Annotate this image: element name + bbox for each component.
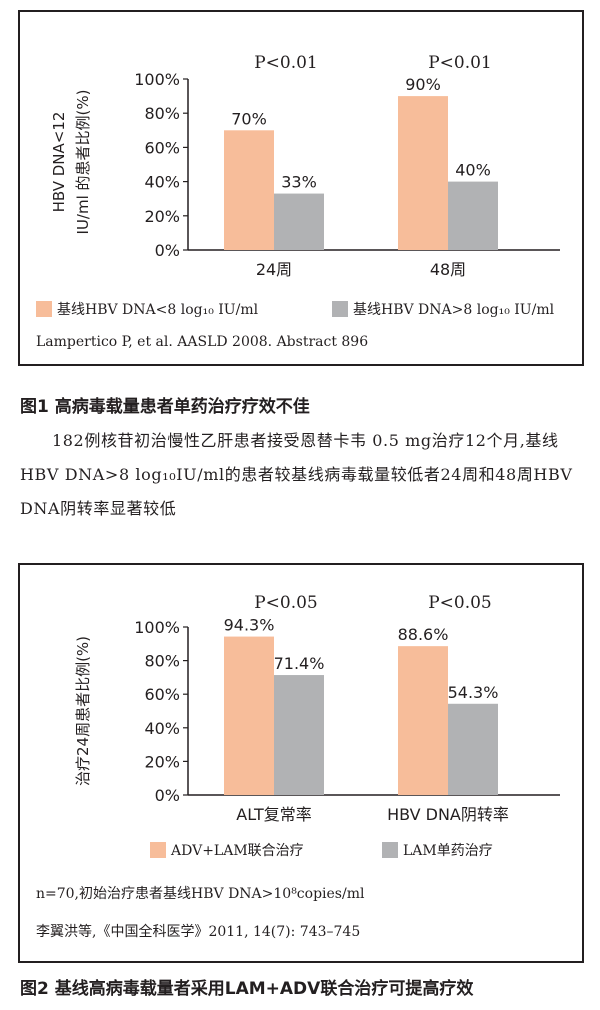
y-tick-label: 40% — [144, 719, 180, 738]
figure2-title: 图2 基线高病毒载量者采用LAM+ADV联合治疗可提高疗效 — [20, 979, 474, 999]
figure2-legend-item-b: LAM单药治疗 — [382, 840, 493, 860]
y-axis-label: IU/ml 的患者比例(%) — [74, 90, 92, 235]
significance-annotation: P<0.05 — [254, 593, 318, 613]
legend-label: 基线HBV DNA>8 log₁₀ IU/ml — [353, 302, 555, 318]
y-tick-label: 80% — [144, 104, 180, 123]
figure1-caption: 182例核苷初治慢性乙肝患者接受恩替卡韦 0.5 mg治疗12个月,基线HBV … — [20, 431, 573, 518]
bar — [398, 96, 448, 250]
bar — [274, 193, 324, 250]
legend-label: 基线HBV DNA<8 log₁₀ IU/ml — [57, 302, 259, 318]
data-label: 88.6% — [398, 625, 449, 644]
figure2-note: n=70,初始治疗患者基线HBV DNA>10⁸copies/ml — [36, 886, 365, 902]
x-tick-label: ALT复常率 — [236, 805, 311, 824]
data-label: 71.4% — [274, 654, 325, 673]
data-label: 40% — [455, 161, 491, 180]
data-label: 70% — [231, 109, 267, 128]
y-tick-label: 80% — [144, 652, 180, 671]
y-tick-label: 100% — [134, 618, 180, 637]
significance-annotation: P<0.01 — [254, 53, 318, 73]
bar — [398, 646, 448, 795]
data-label: 94.3% — [224, 616, 275, 635]
legend-swatch — [332, 301, 348, 317]
y-tick-label: 0% — [155, 786, 180, 805]
y-tick-label: 40% — [144, 173, 180, 192]
y-axis-label: 治疗24周患者比例(%) — [74, 636, 92, 786]
y-tick-label: 0% — [155, 241, 180, 260]
legend-swatch — [382, 842, 398, 858]
legend-label: LAM单药治疗 — [403, 843, 493, 859]
legend-label: ADV+LAM联合治疗 — [171, 843, 304, 859]
figure2-source: 李翼洪等,《中国全科医学》2011, 14(7): 743–745 — [36, 924, 361, 940]
figure1-legend-item-b: 基线HBV DNA>8 log₁₀ IU/ml — [332, 299, 554, 319]
figure1-chart: 0% 20% 40% 60% 80% 100% HBV DNA<12 IU/ml 的患者比例(… — [50, 53, 560, 279]
x-tick-label: 48周 — [430, 260, 466, 279]
y-tick-label: 20% — [144, 207, 180, 226]
figure1-title: 图1 高病毒载量患者单药治疗疗效不佳 — [20, 397, 310, 417]
bar — [224, 130, 274, 250]
figure2-legend-item-a: ADV+LAM联合治疗 — [150, 840, 304, 860]
x-tick-label: 24周 — [256, 260, 292, 279]
legend-swatch — [36, 301, 52, 317]
figure2-chart: 0% 20% 40% 60% 80% 100% 治疗24周患者比例(%) 94.3% 71.4%… — [74, 593, 560, 824]
x-tick-label: HBV DNA阴转率 — [387, 805, 509, 824]
figure1-legend-item-a: 基线HBV DNA<8 log₁₀ IU/ml — [36, 299, 258, 319]
significance-annotation: P<0.05 — [428, 593, 492, 613]
bar — [274, 675, 324, 795]
legend-swatch — [150, 842, 166, 858]
data-label: 33% — [281, 173, 317, 192]
bar — [224, 636, 274, 795]
figure2-panel: 0% 20% 40% 60% 80% 100% 治疗24周患者比例(%) 94.3% 71.4%… — [18, 563, 584, 963]
y-tick-label: 100% — [134, 70, 180, 89]
y-tick-label: 60% — [144, 138, 180, 157]
figure1-source: Lampertico P, et al. AASLD 2008. Abstrac… — [36, 334, 369, 350]
significance-annotation: P<0.01 — [428, 53, 492, 73]
figure1-panel: 0% 20% 40% 60% 80% 100% HBV DNA<12 IU/ml 的患者比例(… — [18, 10, 584, 366]
y-tick-label: 60% — [144, 685, 180, 704]
bar — [448, 703, 498, 795]
y-tick-label: 20% — [144, 752, 180, 771]
y-axis-label: HBV DNA<12 — [50, 112, 68, 213]
data-label: 90% — [405, 75, 441, 94]
bar — [448, 181, 498, 250]
data-label: 54.3% — [448, 683, 499, 702]
